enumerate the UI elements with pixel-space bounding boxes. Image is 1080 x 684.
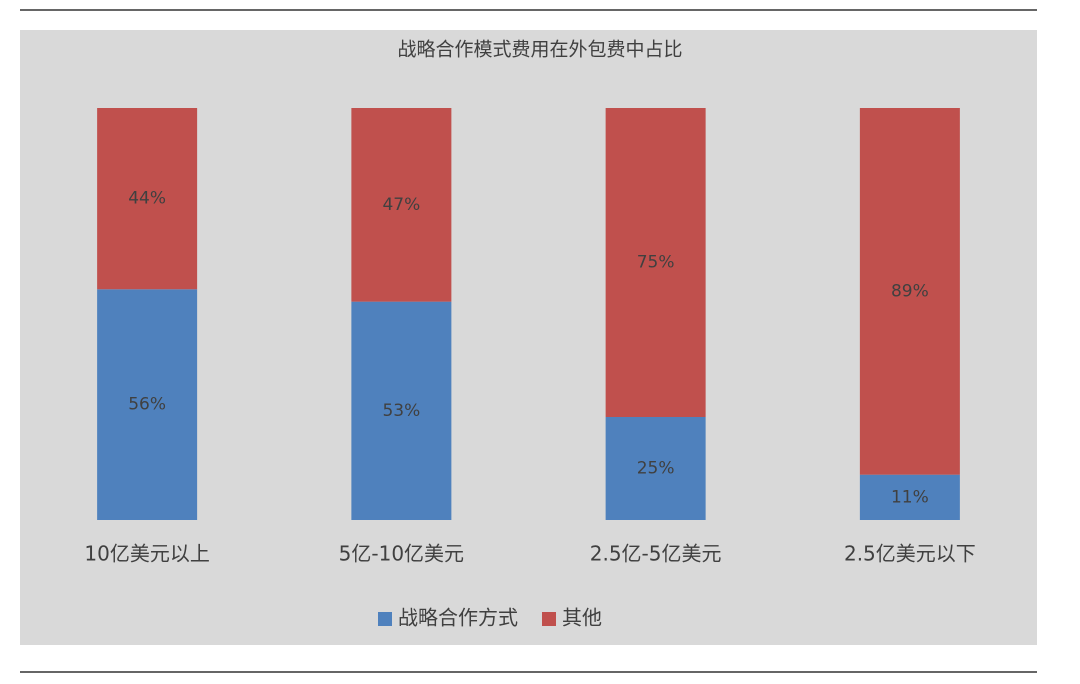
data-label: 47% <box>382 195 420 215</box>
data-label: 44% <box>128 189 166 209</box>
bar-segment <box>859 474 960 520</box>
legend-swatch <box>542 612 556 626</box>
legend-swatch <box>378 612 392 626</box>
bar-segment <box>605 417 706 520</box>
data-label: 11% <box>891 487 929 507</box>
bar-segment <box>351 108 452 302</box>
x-tick-label: 5亿-10亿美元 <box>339 542 464 566</box>
x-tick-label: 2.5亿-5亿美元 <box>590 542 722 566</box>
bar-segment <box>859 108 960 475</box>
data-label: 56% <box>128 395 166 415</box>
x-tick-label: 10亿美元以上 <box>84 542 209 566</box>
bar-segment <box>97 108 198 290</box>
chart-title: 战略合作模式费用在外包费中占比 <box>397 39 682 61</box>
bar-segment <box>351 301 452 520</box>
bar-segment <box>605 108 706 417</box>
x-tick-label: 2.5亿美元以下 <box>844 542 976 566</box>
data-label: 89% <box>891 281 929 301</box>
data-label: 75% <box>637 253 675 273</box>
bar-segment <box>97 289 198 520</box>
data-label: 25% <box>637 459 675 479</box>
legend-label: 战略合作方式 <box>398 606 518 630</box>
legend-label: 其他 <box>562 606 602 630</box>
data-label: 53% <box>382 401 420 421</box>
